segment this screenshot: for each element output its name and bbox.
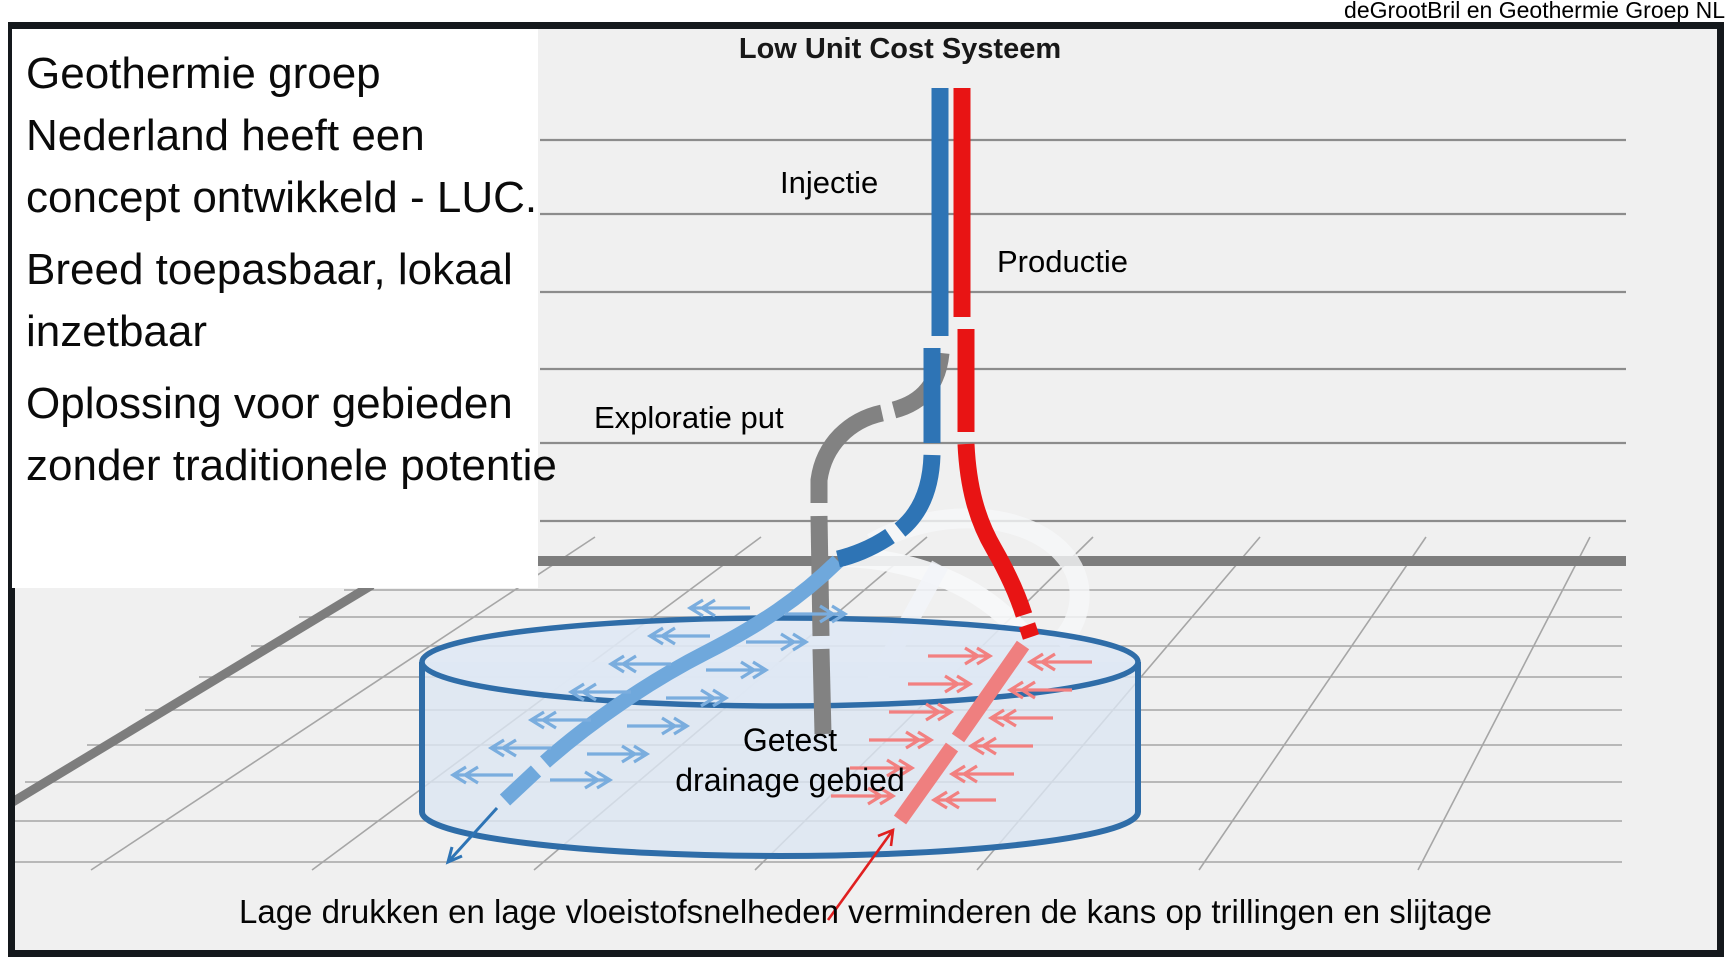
production-lateral	[893, 640, 1030, 825]
injection-lateral	[499, 555, 844, 806]
geology-gridlines	[540, 138, 1626, 523]
production-pipe	[953, 88, 1040, 640]
drainage-label-line1: Getest	[742, 722, 838, 758]
flow-arrow	[785, 604, 849, 624]
flow-arrow	[889, 702, 955, 722]
panel-text-line: Oplossing voor gebieden	[26, 379, 513, 428]
injection-flow-arrows	[449, 598, 849, 790]
flow-arrow	[646, 626, 710, 646]
bottom-caption: Lage drukken en lage vloeistofsnelheden …	[239, 893, 1492, 930]
flow-arrow	[967, 736, 1033, 756]
injection-outflow-arrow	[445, 806, 499, 865]
flow-arrow	[550, 770, 614, 790]
production-label: Productie	[997, 244, 1128, 279]
flow-arrow	[948, 764, 1014, 784]
flow-arrow	[686, 598, 750, 618]
flow-arrow	[567, 682, 631, 702]
diagram-title: Low Unit Cost Systeem	[738, 33, 1062, 65]
intro-text-panel: Geothermie groep Nederland heeft een con…	[12, 29, 557, 588]
flow-arrow	[831, 786, 897, 806]
production-flow-arrows	[831, 646, 1092, 810]
flow-arrow	[928, 646, 994, 666]
exploration-label: Exploratie put	[594, 400, 784, 435]
flow-arrow	[987, 708, 1053, 728]
panel-text-line: Nederland heeft een	[26, 111, 425, 160]
panel-text-line: concept ontwikkeld - LUC.	[26, 173, 538, 222]
flow-arrow	[666, 688, 730, 708]
flow-arrow	[449, 765, 513, 785]
flow-arrow	[627, 716, 691, 736]
panel-text-line: inzetbaar	[26, 307, 208, 356]
injection-label: Injectie	[780, 165, 879, 200]
flow-arrow	[869, 730, 935, 750]
flow-arrow	[930, 790, 996, 810]
panel-text-line: zonder traditionele potentie	[26, 441, 557, 490]
production-inflow-arrow	[826, 827, 895, 921]
flow-arrow	[850, 758, 916, 778]
panel-text-line: Geothermie groep	[26, 49, 381, 98]
flow-arrow	[1006, 680, 1072, 700]
flow-arrow	[527, 710, 591, 730]
flow-arrow	[1026, 652, 1092, 672]
flow-arrow	[706, 660, 770, 680]
flow-arrow	[587, 744, 651, 764]
panel-text-line: Breed toepasbaar, lokaal	[26, 245, 513, 294]
credit-text: deGrootBril en Geothermie Groep NL	[1344, 0, 1725, 23]
flow-arrow	[607, 654, 671, 674]
injection-pipe	[835, 88, 949, 568]
drainage-area-label: Getest drainage gebied	[590, 720, 990, 800]
flow-arrow	[908, 674, 974, 694]
ground-edge-left	[15, 581, 375, 806]
flow-arrow	[487, 738, 551, 758]
drainage-label-line2: drainage gebied	[675, 762, 905, 798]
flow-arrow	[746, 632, 810, 652]
